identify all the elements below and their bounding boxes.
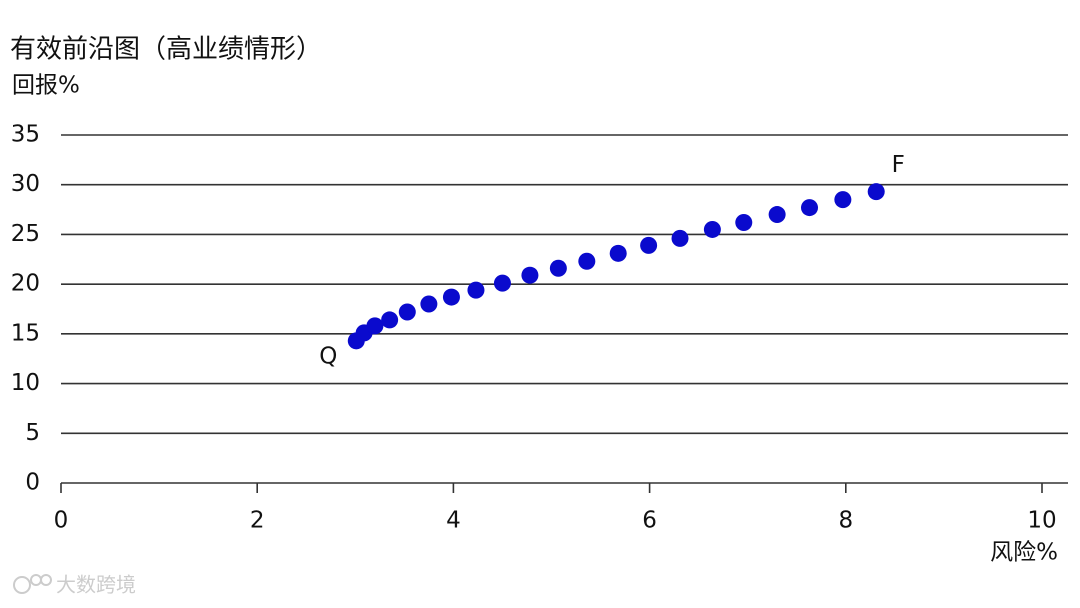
watermark: 大数跨境: [56, 573, 136, 597]
annotation: F: [892, 152, 905, 178]
data-point: [366, 317, 384, 335]
y-tick-label: 0: [25, 470, 40, 496]
x-tick-label: 2: [250, 508, 265, 534]
x-tick-label: 6: [642, 508, 657, 534]
y-tick-label: 25: [11, 221, 40, 247]
y-tick-label: 10: [11, 370, 40, 396]
data-point: [467, 281, 485, 299]
data-point: [420, 295, 438, 313]
x-axis-label: 风险%: [990, 540, 1058, 566]
y-tick-label: 20: [11, 271, 40, 297]
y-tick-label: 15: [11, 320, 40, 346]
chart-title: 有效前沿图（高业绩情形）: [10, 35, 322, 65]
data-point: [671, 229, 689, 247]
y-tick-label: 5: [25, 420, 40, 446]
data-point: [609, 244, 627, 262]
y-tick-label: 30: [11, 171, 40, 197]
data-point: [381, 311, 399, 329]
data-point: [442, 288, 460, 306]
data-point: [703, 220, 721, 238]
x-tick-label: 0: [54, 508, 69, 534]
data-point: [549, 259, 567, 277]
data-point: [735, 213, 753, 231]
data-point: [493, 274, 511, 292]
data-point: [768, 206, 786, 224]
data-point: [578, 252, 596, 270]
data-point: [867, 183, 885, 201]
data-point: [834, 191, 852, 209]
x-tick-label: 8: [838, 508, 853, 534]
data-point: [521, 266, 539, 284]
watermark-icon: [13, 574, 52, 594]
x-tick-label: 10: [1027, 508, 1056, 534]
y-tick-label: 35: [11, 122, 40, 148]
data-point: [801, 199, 819, 217]
data-point: [640, 236, 658, 254]
y-axis-label: 回报%: [12, 73, 80, 99]
data-point: [398, 303, 416, 321]
x-tick-label: 4: [446, 508, 461, 534]
annotation: Q: [319, 343, 337, 369]
